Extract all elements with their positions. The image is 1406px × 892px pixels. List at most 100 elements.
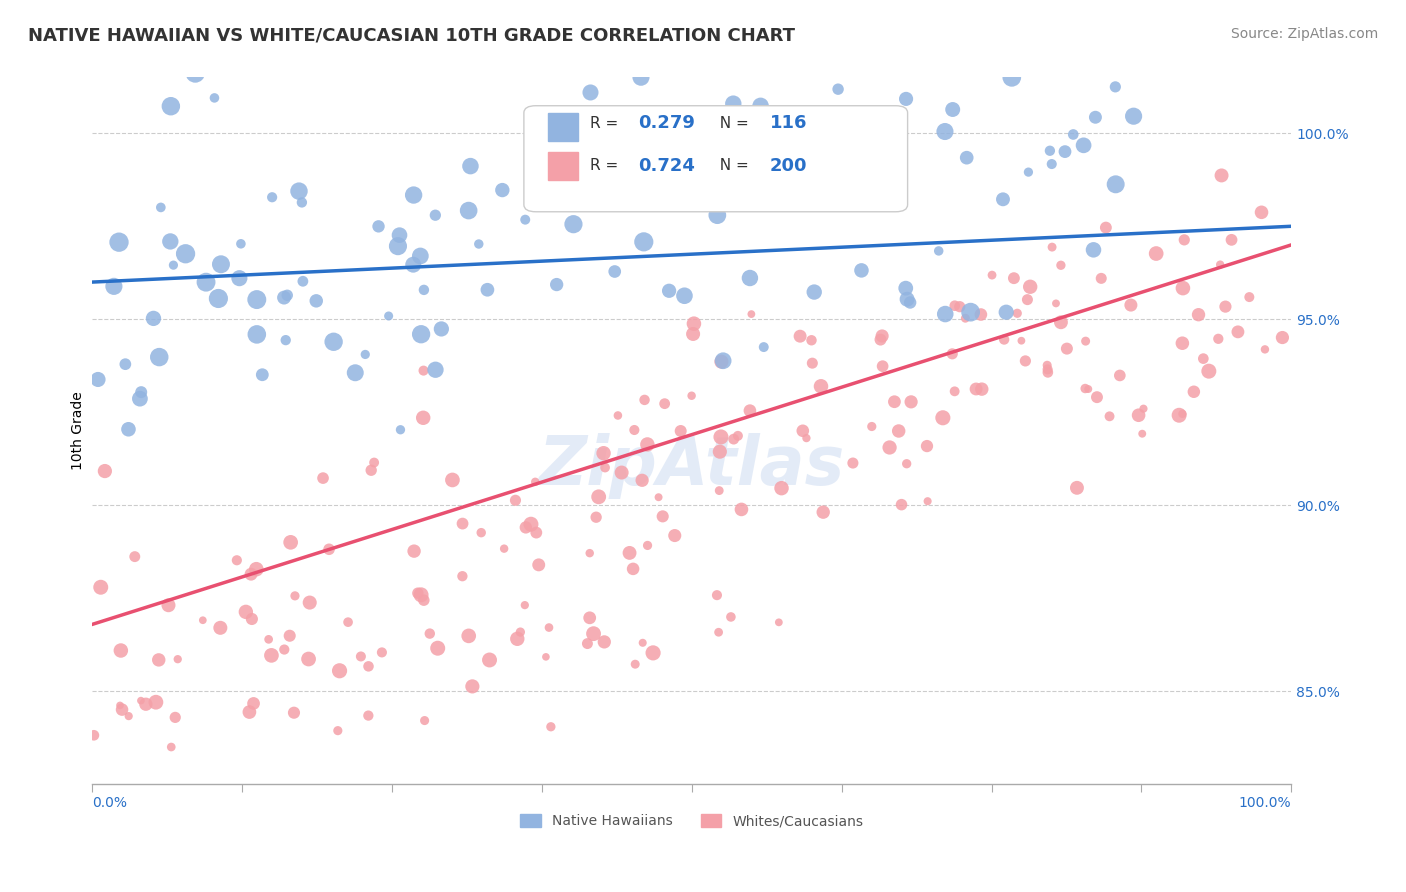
Point [357,708,380,723]
Point [409,588,432,602]
Point [1019,279,1042,293]
Point [709,444,731,458]
Point [1211,169,1233,183]
Point [654,397,676,411]
Point [118,709,141,723]
Point [404,544,426,558]
Point [1077,382,1099,396]
Point [1073,138,1095,153]
Point [1098,409,1121,424]
Text: 100.0%: 100.0% [1239,796,1291,810]
Point [371,645,394,659]
Point [811,505,834,519]
Point [114,357,136,371]
Point [780,152,803,166]
Point [1208,332,1230,346]
Point [706,208,728,222]
Point [941,347,963,361]
Point [643,646,665,660]
Point [110,643,132,657]
Point [991,192,1014,206]
Point [412,363,434,377]
Point [647,490,669,504]
Point [636,437,658,451]
Point [1130,426,1153,441]
Point [1007,306,1029,320]
Point [801,356,824,370]
Point [273,642,295,657]
Point [108,698,131,713]
Point [402,188,425,202]
Point [515,520,537,534]
Point [1014,354,1036,368]
Point [1215,300,1237,314]
Point [634,176,657,190]
Point [377,309,399,323]
Point [943,299,966,313]
Point [606,409,628,423]
Point [297,652,319,666]
Point [723,96,745,111]
Point [413,714,436,728]
Point [159,235,181,249]
Point [288,184,311,198]
Point [430,322,453,336]
Point [890,498,912,512]
Point [1045,296,1067,310]
Point [942,103,965,117]
Point [1226,325,1249,339]
Point [312,471,335,485]
Text: R =: R = [591,158,623,173]
Point [354,347,377,361]
Point [238,705,260,719]
Point [1066,481,1088,495]
Point [527,558,550,572]
Point [413,283,436,297]
Point [993,333,1015,347]
Point [796,431,818,445]
Point [1017,293,1039,307]
Point [537,621,560,635]
Point [506,632,529,646]
Point [749,99,772,113]
Point [124,549,146,564]
Point [228,271,250,285]
Y-axis label: 10th Grade: 10th Grade [72,392,86,470]
Point [191,613,214,627]
Point [367,219,389,234]
Point [1053,145,1076,159]
Point [184,66,207,80]
Point [1128,409,1150,423]
Point [284,589,307,603]
Point [280,535,302,549]
Point [723,432,745,446]
Point [1250,205,1272,219]
Point [1122,109,1144,123]
Point [1002,271,1025,285]
Point [1187,308,1209,322]
Point [1254,343,1277,357]
Point [592,446,614,460]
Point [562,217,585,231]
Point [1171,281,1194,295]
Point [298,596,321,610]
Point [716,176,738,190]
Point [932,410,955,425]
Point [1036,365,1059,379]
Point [959,305,981,319]
Point [1173,233,1195,247]
Point [1239,290,1261,304]
Point [828,165,851,179]
Point [633,235,655,249]
Point [1182,384,1205,399]
Point [617,136,640,151]
Point [879,441,901,455]
Point [305,293,328,308]
Point [955,311,977,326]
Point [149,201,172,215]
Point [129,693,152,707]
Point [240,567,263,582]
Point [711,353,734,368]
Point [603,264,626,278]
Point [1119,298,1142,312]
